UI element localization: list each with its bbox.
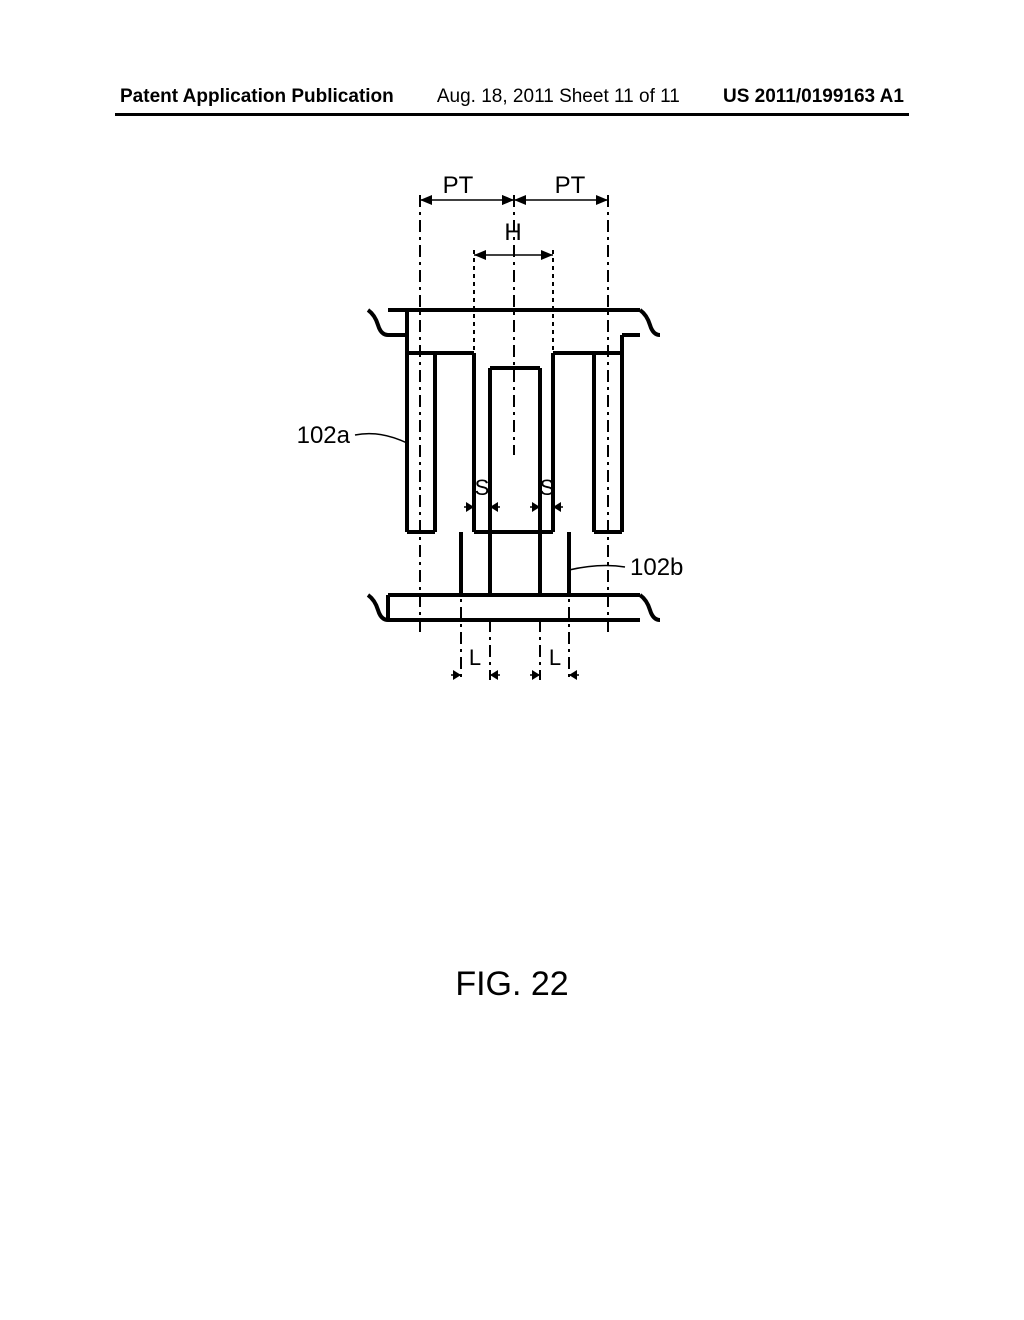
header-left: Patent Application Publication xyxy=(120,86,394,108)
pt-left-label: PT xyxy=(443,175,474,199)
s-left-label: S xyxy=(475,475,490,500)
l-dimension: L L xyxy=(451,532,579,680)
svg-text:102a: 102a xyxy=(297,422,351,449)
figure-22: PT PT H xyxy=(0,175,1024,755)
pt-right-label: PT xyxy=(555,175,586,199)
lower-comb xyxy=(368,532,660,620)
svg-text:102b: 102b xyxy=(630,554,683,581)
s-dimension: S S xyxy=(464,475,563,512)
page-header: Patent Application Publication Aug. 18, … xyxy=(120,86,904,116)
header-right: US 2011/0199163 A1 xyxy=(723,86,904,108)
leader-102b: 102b xyxy=(569,554,683,581)
header-center: Aug. 18, 2011 Sheet 11 of 11 xyxy=(437,86,680,108)
header-rule xyxy=(115,113,909,116)
l-right-label: L xyxy=(549,645,561,670)
figure-caption: FIG. 22 xyxy=(0,965,1024,1004)
leader-102a: 102a xyxy=(297,422,407,449)
l-left-label: L xyxy=(469,645,481,670)
s-right-label: S xyxy=(540,475,555,500)
